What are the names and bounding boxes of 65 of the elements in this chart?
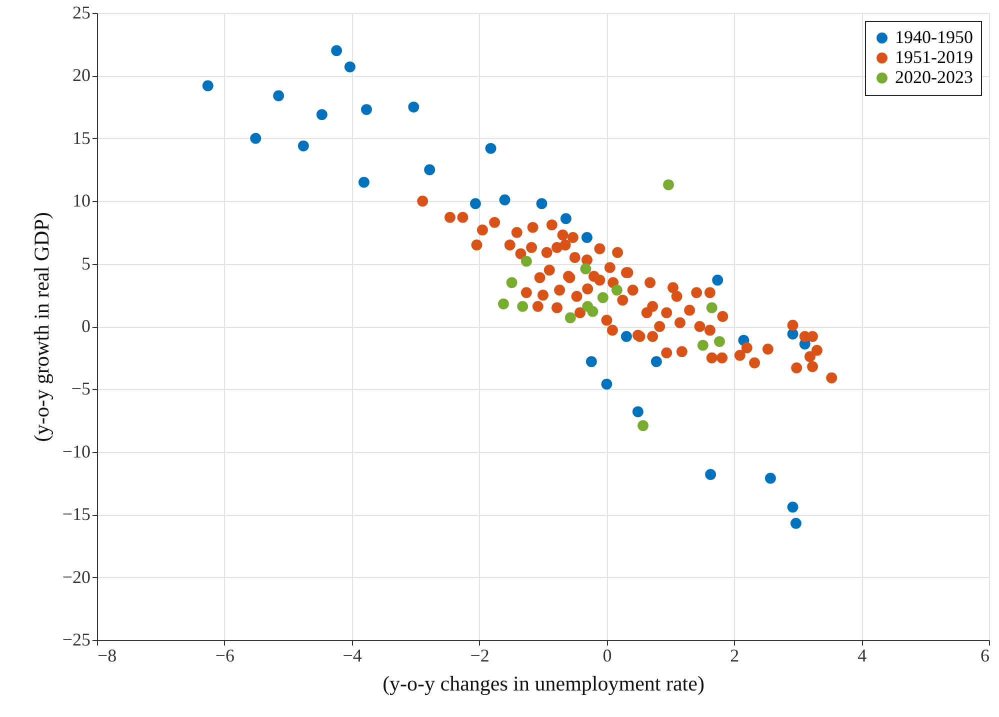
point — [790, 518, 802, 529]
point — [650, 356, 662, 368]
point — [331, 45, 342, 56]
point — [361, 104, 372, 116]
point — [706, 302, 718, 314]
point — [560, 213, 572, 224]
y-tick-label: 15 — [72, 128, 90, 148]
point — [586, 356, 597, 368]
x-tick-label: −2 — [470, 646, 490, 666]
point — [498, 298, 509, 310]
point — [787, 502, 798, 513]
y-tick-label: 0 — [82, 316, 90, 336]
point — [663, 179, 674, 190]
point — [712, 274, 724, 286]
x-tick-label: −8 — [98, 646, 117, 666]
x-axis-title: (y-o-y changes in unemployment rate) — [382, 672, 704, 696]
point — [564, 312, 576, 324]
point — [517, 300, 528, 312]
point — [597, 292, 608, 304]
y-tick-label: 10 — [72, 190, 90, 211]
y-tick-label: 25 — [72, 2, 90, 22]
point — [611, 284, 622, 296]
point — [638, 420, 649, 432]
x-tick-label: 6 — [980, 646, 990, 666]
y-tick-label: −5 — [71, 378, 90, 399]
point — [485, 142, 496, 154]
point — [536, 198, 548, 210]
point — [764, 472, 776, 484]
point — [705, 469, 716, 480]
point — [587, 306, 598, 317]
y-tick-label: −10 — [62, 441, 90, 462]
point — [470, 198, 481, 210]
point — [298, 140, 309, 152]
legend-label: 1940-1950 — [895, 27, 973, 47]
legend-label: 2020-2023 — [895, 67, 973, 87]
point — [697, 340, 708, 351]
point — [408, 102, 420, 113]
point — [506, 277, 518, 288]
point — [250, 132, 262, 144]
x-tick-label: −4 — [342, 646, 362, 666]
point — [601, 378, 612, 390]
x-tick-label: 2 — [730, 646, 740, 666]
point — [344, 61, 356, 72]
point — [358, 176, 370, 188]
point — [202, 80, 214, 92]
y-tick-label: −20 — [62, 566, 90, 587]
point — [714, 336, 725, 348]
point — [581, 232, 592, 243]
point — [499, 194, 510, 206]
y-tick-label: −25 — [62, 630, 90, 650]
legend-label: 1951-2019 — [895, 47, 973, 67]
point — [580, 263, 592, 274]
y-tick-label: 20 — [72, 65, 90, 86]
y-tick-label: −15 — [62, 504, 90, 524]
x-tick-label: 0 — [602, 646, 612, 666]
x-tick-label: 4 — [858, 646, 867, 666]
y-tick-label: 5 — [82, 253, 90, 274]
point — [424, 164, 436, 176]
y-axis-title: (y-o-y growth in real GDP) — [29, 212, 54, 442]
x-tick-label: −6 — [215, 646, 235, 666]
point — [273, 90, 284, 102]
point — [632, 406, 644, 418]
point — [620, 331, 632, 342]
point — [316, 109, 328, 120]
point — [520, 256, 532, 267]
